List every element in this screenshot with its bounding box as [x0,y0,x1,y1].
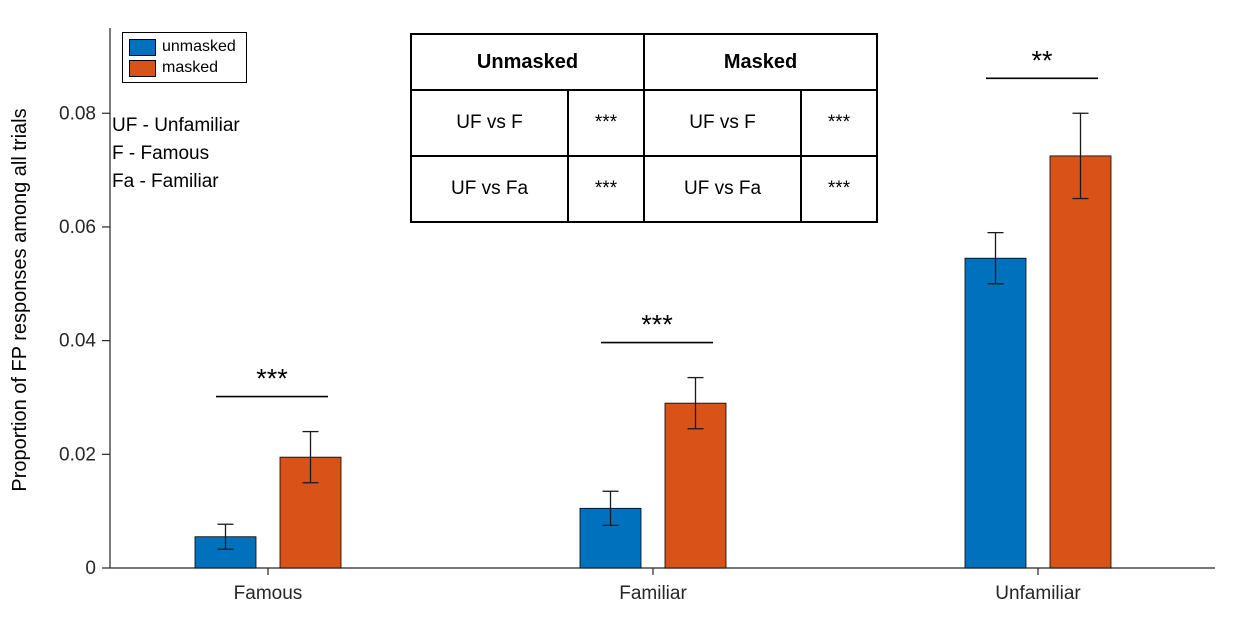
abbreviation-unfamiliar: UF - Unfamiliar [112,115,240,136]
y-axis-title: Proportion of FP responses among all tri… [9,108,31,491]
y-tick-label: 0 [85,558,96,579]
significance-table: Unmasked Masked UF vs F *** UF vs F *** … [410,33,878,223]
sig-table-cell-comparison: UF vs Fa [410,155,569,223]
sig-table-cell-stars: *** [567,155,645,223]
sig-table-row-uf-vs-fa: UF vs Fa *** UF vs Fa *** [410,155,878,223]
sig-table-row-uf-vs-f: UF vs F *** UF vs F *** [410,89,878,157]
sig-table-cell-stars: *** [800,155,878,223]
legend-swatch-unmasked [129,38,156,56]
sig-table-header-row: Unmasked Masked [410,33,878,91]
sig-table-header-unmasked: Unmasked [410,33,645,91]
y-tick-label: 0.02 [59,444,96,465]
legend-label-masked: masked [162,59,219,76]
sig-table-cell-stars: *** [567,89,645,157]
y-tick-label: 0.06 [59,217,96,238]
sig-table-header-masked: Masked [643,33,878,91]
sig-stars-unfamiliar: ** [1031,45,1053,75]
category-label-familiar: Familiar [619,583,687,604]
y-tick-label: 0.04 [59,331,96,352]
abbreviation-famous: F - Famous [112,143,210,164]
legend: unmasked masked [122,32,247,83]
sig-table-cell-comparison: UF vs F [410,89,569,157]
sig-table-cell-stars: *** [800,89,878,157]
abbreviation-familiar: Fa - Familiar [112,171,219,192]
legend-swatch-masked [129,59,156,77]
sig-stars-famous: *** [256,364,288,394]
category-label-famous: Famous [234,583,303,604]
abbreviation-key: UF - Unfamiliar F - Famous Fa - Familiar [112,112,240,196]
category-label-unfamiliar: Unfamiliar [995,583,1081,604]
legend-item-unmasked: unmasked [129,38,236,56]
legend-item-masked: masked [129,59,236,77]
bar-masked-unfamiliar [1049,155,1112,569]
sig-table-cell-comparison: UF vs Fa [643,155,802,223]
bar-masked-familiar [664,402,727,569]
y-tick-label: 0.08 [59,103,96,124]
sig-stars-familiar: *** [641,310,673,340]
sig-table-cell-comparison: UF vs F [643,89,802,157]
bar-unmasked-unfamiliar [964,257,1027,569]
legend-label-unmasked: unmasked [162,38,236,55]
